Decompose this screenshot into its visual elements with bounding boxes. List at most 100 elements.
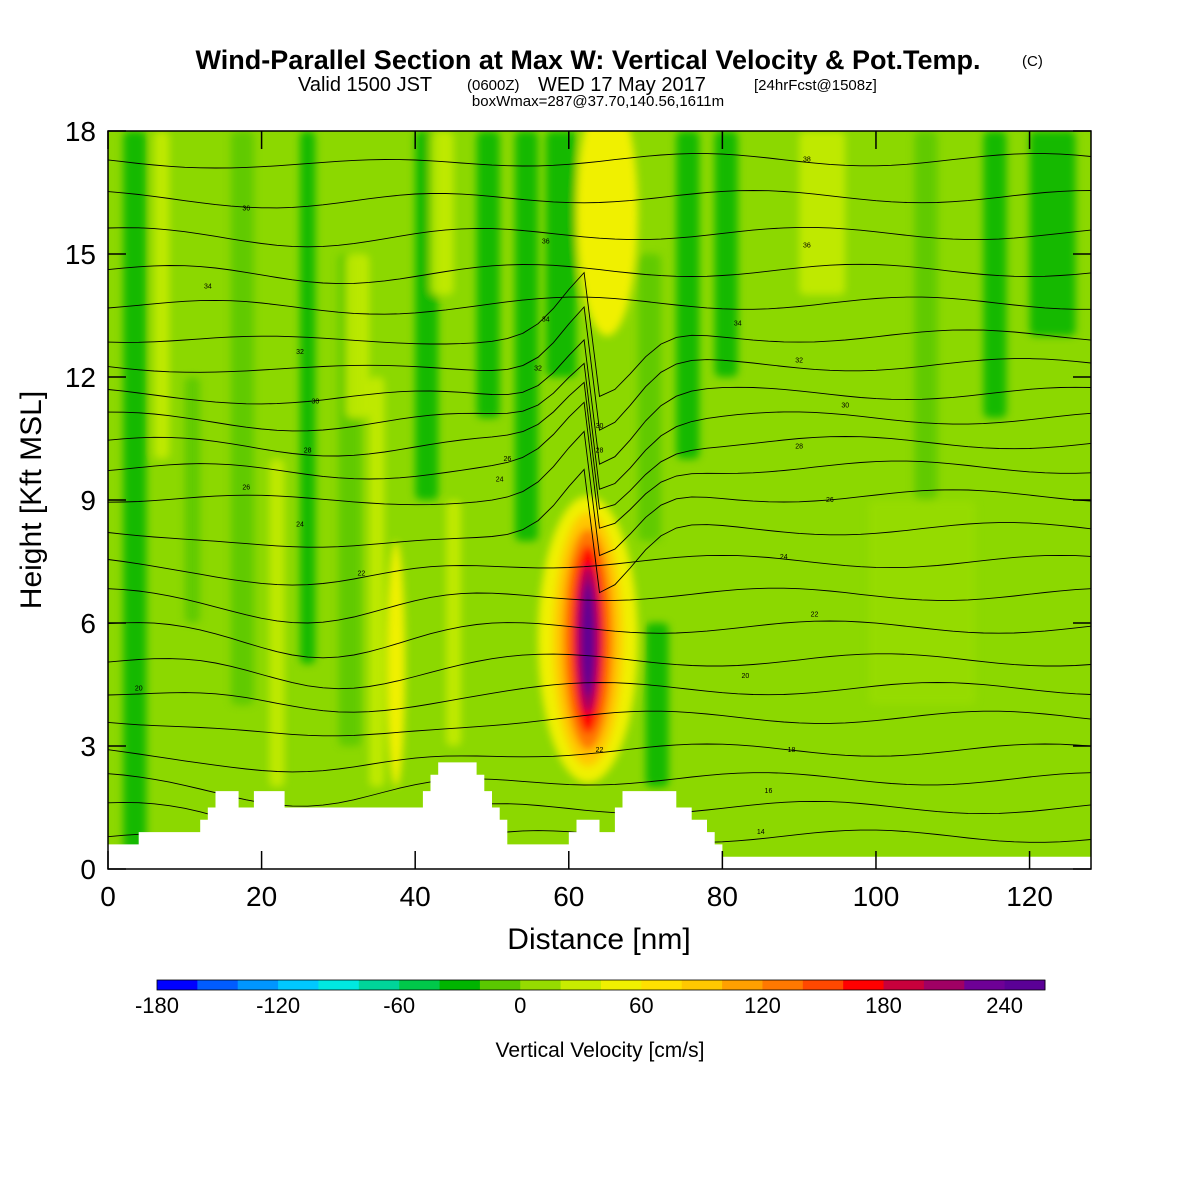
velocity-streak	[545, 131, 577, 377]
contour-label: 22	[358, 571, 366, 578]
contour-label: 28	[795, 444, 803, 451]
velocity-streak	[914, 131, 938, 500]
chart-title: Wind-Parallel Section at Max W: Vertical…	[196, 45, 981, 75]
contour-label: 20	[135, 685, 143, 692]
contour-label: 28	[596, 448, 604, 455]
y-axis-ticks: 0 36 9 12 15 18	[65, 116, 1091, 885]
colorbar-tick-label: 180	[865, 993, 902, 1018]
isentrope-line	[108, 271, 1091, 398]
y-tick-label: 6	[80, 608, 96, 639]
contour-label: 22	[811, 612, 819, 619]
contour-label: 24	[296, 521, 304, 528]
isentrope-line	[108, 587, 1091, 624]
isentrope-line	[108, 710, 1091, 737]
y-tick-label: 9	[80, 485, 96, 516]
x-axis-label: Distance [nm]	[507, 923, 690, 956]
box-max-label: boxWmax=287@37.70,140.56,1611m	[472, 93, 724, 110]
colorbar-tick-label: 240	[986, 993, 1023, 1018]
y-tick-label: 18	[65, 116, 96, 147]
contour-label: 32	[296, 349, 304, 356]
updraft-core	[581, 582, 595, 697]
contour-label: 36	[542, 239, 550, 246]
colorbar-swatch	[439, 980, 481, 990]
y-tick-label: 15	[65, 239, 96, 270]
isentrope-line	[108, 554, 1091, 586]
velocity-streak	[346, 254, 370, 418]
colorbar-swatch	[560, 980, 602, 990]
isentrope-line	[108, 190, 1091, 209]
colorbar-swatch	[722, 980, 763, 990]
isentrope-line	[108, 305, 1091, 431]
isentrope-line	[108, 743, 1091, 773]
isentrope-line	[108, 338, 1091, 465]
colorbar-swatch	[318, 980, 360, 990]
contour-label: 26	[503, 456, 511, 463]
contour-label: 32	[795, 357, 803, 364]
contour-label: 22	[596, 747, 604, 754]
isentrope-line	[108, 381, 1091, 510]
secondary-updraft	[386, 541, 406, 787]
upper-plume	[576, 131, 638, 336]
colorbar-swatch	[1004, 980, 1046, 990]
isentrope-line	[108, 620, 1091, 659]
y-tick-label: 12	[65, 362, 96, 393]
isentrope-line	[108, 153, 1091, 169]
colorbar-swatch	[964, 980, 1006, 990]
velocity-streak	[430, 131, 454, 295]
contour-label: 36	[242, 206, 250, 213]
colorbar-swatch	[278, 980, 319, 990]
contour-label: 34	[734, 321, 742, 328]
contour-label: 32	[534, 366, 542, 373]
y-axis-label: Height [Kft MSL]	[15, 391, 48, 609]
valid-zulu: (0600Z)	[467, 77, 520, 94]
colorbar-swatch	[479, 980, 521, 990]
x-tick-label: 40	[400, 881, 431, 912]
velocity-streak	[299, 131, 316, 664]
velocity-streak	[637, 254, 661, 541]
plot-area: 38 36 36 36 34 34 34 32 32 32 30 30 30 28 28 28 26 26 26 24…	[108, 131, 1091, 869]
colorbar-swatch	[883, 980, 925, 990]
velocity-streak	[645, 623, 669, 787]
x-axis-ticks: 0 20 40 60 80 100 120	[100, 131, 1053, 912]
colorbar-swatch	[923, 980, 965, 990]
velocity-streak	[123, 131, 147, 869]
colorbar-swatch	[641, 980, 683, 990]
x-tick-label: 0	[100, 881, 116, 912]
colorbar-swatch	[762, 980, 804, 990]
colorbar-swatch	[358, 980, 400, 990]
isentrope-line	[108, 226, 1091, 248]
velocity-streak	[369, 377, 385, 787]
contour-label: 20	[742, 673, 750, 680]
x-tick-label: 60	[553, 881, 584, 912]
contour-label: 24	[496, 476, 504, 483]
isentrope-line	[108, 401, 1091, 529]
contour-label: 24	[780, 554, 788, 561]
colorbar-swatch	[601, 980, 642, 990]
colorbar-frame	[156, 979, 1046, 991]
isentrope-line	[108, 263, 1091, 285]
velocity-streak	[476, 131, 500, 418]
colorbar-tick-label: 0	[514, 993, 526, 1018]
colorbar-tick-label: -120	[256, 993, 300, 1018]
velocity-streak	[714, 131, 738, 377]
contour-label: 34	[204, 284, 212, 291]
y-tick-label: 0	[80, 854, 96, 885]
isentrope-line	[108, 296, 1091, 315]
x-tick-label: 80	[707, 881, 738, 912]
colorbar-swatch	[681, 980, 723, 990]
colorbar-swatch	[399, 980, 441, 990]
colorbar-label: Vertical Velocity [cm/s]	[496, 1039, 705, 1062]
velocity-streak	[983, 131, 1007, 418]
copyright-mark: (C)	[1022, 53, 1043, 70]
contour-label: 30	[841, 403, 849, 410]
valid-prefix: Valid 1500 JST	[298, 74, 432, 96]
colorbar-swatch	[843, 980, 885, 990]
velocity-streak	[445, 500, 462, 746]
isentrope-line	[108, 682, 1091, 713]
velocity-streak	[799, 131, 846, 295]
contour-label: 30	[311, 398, 319, 405]
isentrope-line	[108, 468, 1091, 594]
contour-label: 14	[757, 829, 765, 836]
contour-label: 26	[242, 485, 250, 492]
